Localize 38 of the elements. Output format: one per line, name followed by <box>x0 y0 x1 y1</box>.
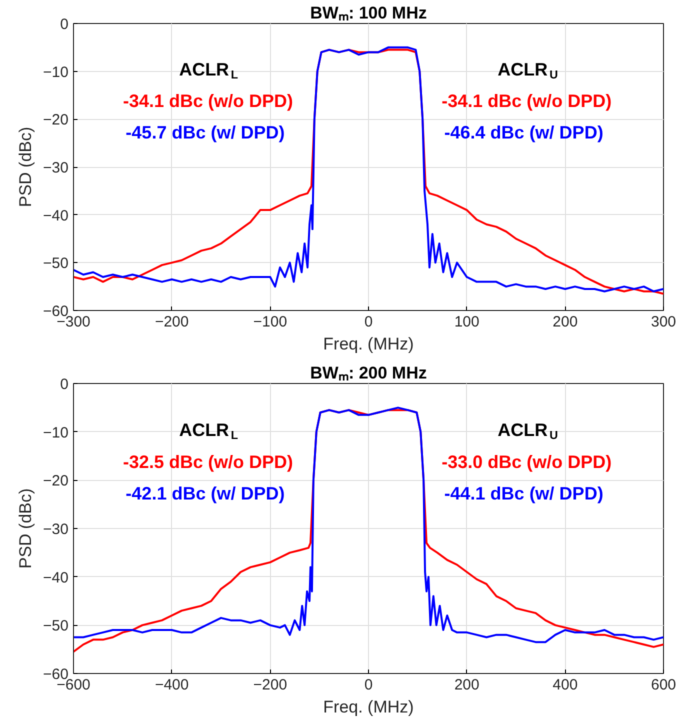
y-tick-label: −40 <box>43 569 69 586</box>
y-tick-label: −10 <box>43 64 69 81</box>
y-tick-label: 0 <box>60 376 68 393</box>
annotation: -33.0 dBc (w/o DPD) <box>442 452 612 472</box>
annotation: -42.1 dBc (w/ DPD) <box>126 484 285 504</box>
chart-title: BWₘ: 200 MHz <box>310 364 427 382</box>
x-tick-label: 300 <box>650 314 676 330</box>
x-tick-label: 200 <box>552 314 578 330</box>
x-axis-title: Freq. (MHz) <box>323 698 414 716</box>
y-tick-label: 0 <box>60 16 68 33</box>
y-axis-title: PSD (dBc) <box>16 488 36 569</box>
annotation: -44.1 dBc (w/ DPD) <box>444 484 604 504</box>
annotation: -45.7 dBc (w/ DPD) <box>126 122 285 143</box>
y-tick-label: −20 <box>43 472 69 490</box>
y-axis-title: PSD (dBc) <box>16 126 36 208</box>
y-tick-label: −40 <box>43 207 69 224</box>
annotation: -34.1 dBc (w/o DPD) <box>442 90 612 111</box>
y-tick-label: −20 <box>43 112 69 129</box>
annotation: -46.4 dBc (w/ DPD) <box>444 122 604 143</box>
x-tick-label: 100 <box>454 314 480 330</box>
y-tick-label: −10 <box>43 424 69 442</box>
y-tick-label: −30 <box>43 160 69 176</box>
x-tick-label: −200 <box>253 676 288 694</box>
y-tick-label: −50 <box>43 618 69 635</box>
y-tick-label: −30 <box>43 521 69 538</box>
annotation: -34.1 dBc (w/o DPD) <box>122 90 294 111</box>
x-tick-label: −400 <box>154 676 189 694</box>
x-axis-title: Freq. (MHz) <box>323 334 414 354</box>
x-tick-label: 600 <box>650 676 676 694</box>
x-tick-label: 0 <box>364 676 373 694</box>
x-tick-label: −100 <box>253 314 288 330</box>
y-tick-label: −50 <box>43 255 69 272</box>
x-tick-label: −200 <box>154 314 189 330</box>
x-tick-label: 0 <box>364 314 373 330</box>
annotation: -32.5 dBc (w/o DPD) <box>122 452 294 472</box>
x-tick-label: 400 <box>552 676 578 694</box>
x-tick-label: 200 <box>454 676 480 694</box>
chart-title: BWₘ: 100 MHz <box>310 4 427 22</box>
